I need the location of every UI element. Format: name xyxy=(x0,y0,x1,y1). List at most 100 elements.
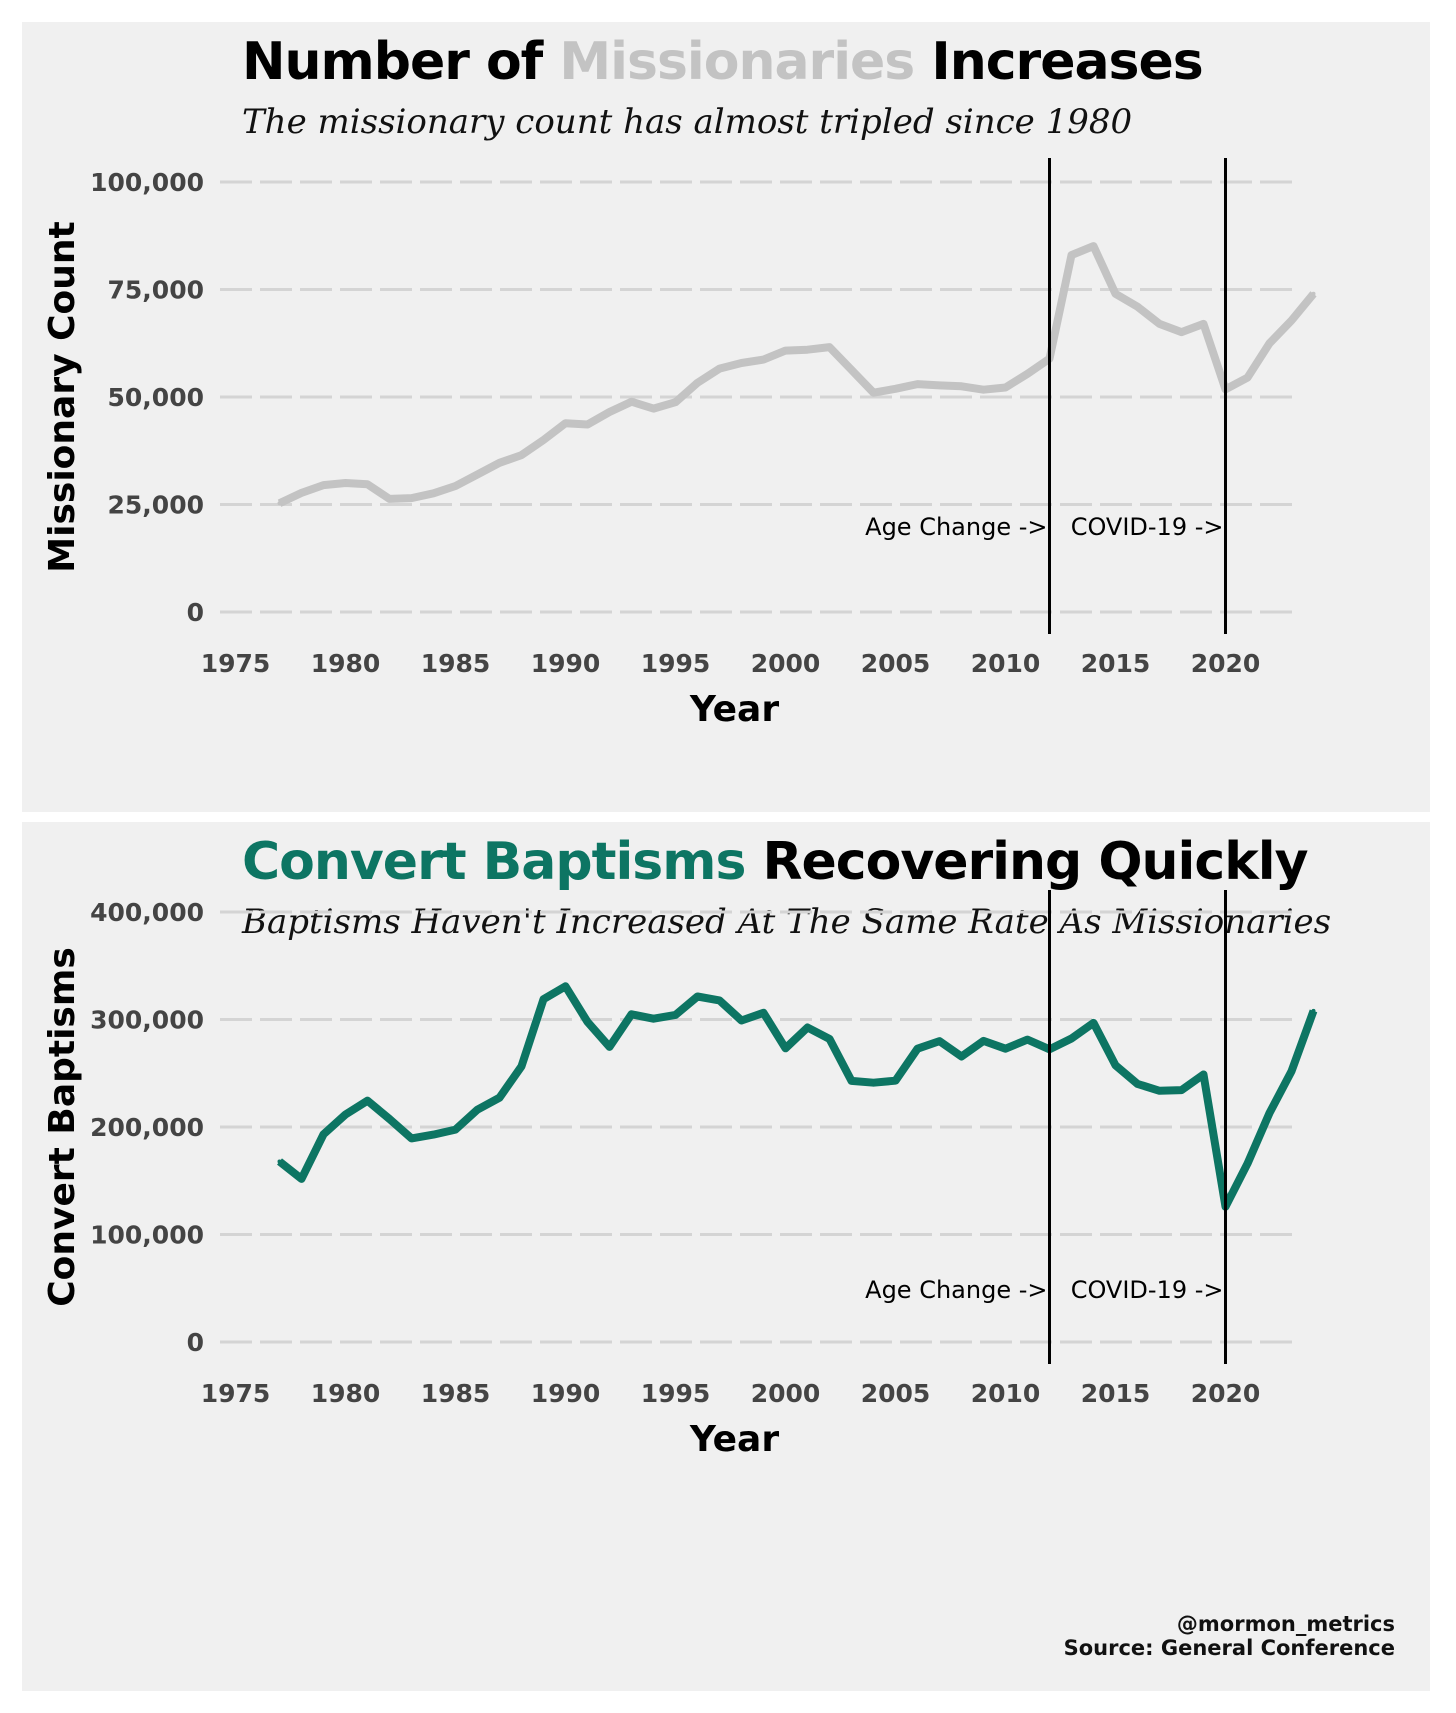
data-point xyxy=(695,994,700,999)
x-tick-label: 2015 xyxy=(1081,1379,1151,1408)
data-point xyxy=(519,1064,524,1069)
data-point xyxy=(343,481,348,485)
x-tick-label: 1995 xyxy=(641,1379,711,1408)
data-point xyxy=(629,399,634,404)
x-tick-label: 1990 xyxy=(531,649,601,678)
title-prefix: Number of xyxy=(242,32,560,92)
data-point xyxy=(1179,330,1184,335)
data-point xyxy=(761,357,766,362)
x-tick-label: 2000 xyxy=(751,1379,821,1408)
data-point xyxy=(783,348,788,353)
data-point xyxy=(607,410,612,415)
x-tick-label: 1985 xyxy=(421,1379,491,1408)
data-point xyxy=(1267,341,1272,346)
x-tick-label: 1980 xyxy=(311,1379,381,1408)
data-point xyxy=(959,1054,964,1059)
data-point xyxy=(717,998,722,1003)
data-point xyxy=(739,1018,744,1023)
data-point xyxy=(321,483,326,488)
data-point xyxy=(1245,1161,1250,1166)
data-point xyxy=(1289,1069,1294,1074)
data-point xyxy=(365,482,370,487)
annotation-label: COVID-19 -> xyxy=(1071,513,1224,541)
x-axis-title: Year xyxy=(689,1419,779,1460)
data-point xyxy=(1135,304,1140,309)
y-tick-label: 25,000 xyxy=(108,491,204,520)
data-point xyxy=(717,366,722,371)
baptism-line-chart: 0 100,000 200,000 300,000 400,000 1975 1980 198… xyxy=(42,890,1318,1460)
data-point xyxy=(673,400,678,405)
annotation-label: Age Change -> xyxy=(865,1276,1047,1304)
y-tick-label: 50,000 xyxy=(108,383,204,412)
x-tick-label: 2020 xyxy=(1191,649,1261,678)
data-point xyxy=(431,1132,436,1137)
data-point xyxy=(849,1078,854,1083)
data-point xyxy=(849,367,854,372)
data-point xyxy=(629,1012,634,1017)
x-tick-label: 2010 xyxy=(971,1379,1041,1408)
title-suffix: Increases xyxy=(914,32,1203,92)
data-point xyxy=(541,997,546,1002)
data-point xyxy=(1003,1046,1008,1051)
title-suffix: Recovering Quickly xyxy=(745,832,1308,892)
data-point xyxy=(871,390,876,395)
caption-handle: @mormon_metrics xyxy=(1176,1612,1395,1636)
data-point xyxy=(387,1117,392,1122)
data-point xyxy=(893,386,898,391)
x-tick-label: 1975 xyxy=(201,649,271,678)
x-tick-label: 2000 xyxy=(751,649,821,678)
data-point xyxy=(651,1016,656,1021)
y-axis-title: Missionary Count xyxy=(42,221,83,572)
data-point xyxy=(1157,1088,1162,1093)
data-point xyxy=(981,1038,986,1043)
missionary-chart-title: Number of Missionaries Increases xyxy=(242,32,1204,92)
data-point xyxy=(739,361,744,366)
data-point xyxy=(1135,1081,1140,1086)
series-line xyxy=(277,242,1317,507)
data-point xyxy=(1025,371,1030,376)
x-tick-label: 1980 xyxy=(311,649,381,678)
data-point xyxy=(1289,318,1294,323)
data-point xyxy=(1003,385,1008,390)
data-point xyxy=(1201,321,1206,326)
data-point xyxy=(475,472,480,477)
data-point xyxy=(321,1132,326,1137)
data-point xyxy=(541,438,546,442)
title-highlight: Missionaries xyxy=(559,32,915,92)
title-highlight: Convert Baptisms xyxy=(242,832,746,892)
data-point xyxy=(563,421,568,426)
data-point xyxy=(761,1010,766,1015)
baptism-panel: Convert Baptisms Recovering Quickly Bapt… xyxy=(22,822,1430,1691)
baptism-chart-subtitle: Baptisms Haven't Increased At The Same R… xyxy=(242,902,1332,942)
data-point xyxy=(783,1046,788,1051)
series-line xyxy=(277,982,1318,1211)
caption-source: Source: General Conference xyxy=(1063,1636,1395,1660)
data-point xyxy=(365,1098,370,1103)
data-point xyxy=(563,984,568,989)
x-tick-label: 2005 xyxy=(861,1379,931,1408)
data-point xyxy=(695,380,700,385)
x-tick-label: 1995 xyxy=(641,649,711,678)
x-tick-label: 2005 xyxy=(861,649,931,678)
data-point xyxy=(805,1025,810,1030)
y-tick-label: 100,000 xyxy=(90,168,204,197)
data-point xyxy=(277,501,282,506)
missionary-panel: Number of Missionaries Increases The mis… xyxy=(22,22,1430,812)
data-point xyxy=(827,345,832,350)
x-tick-label: 2020 xyxy=(1191,1379,1261,1408)
caption: @mormon_metrics Source: General Conferen… xyxy=(1064,1612,1395,1660)
y-tick-label: 400,000 xyxy=(90,898,204,927)
data-point xyxy=(805,347,810,352)
data-point xyxy=(277,1159,282,1164)
data-point xyxy=(1201,1072,1206,1077)
data-point xyxy=(1267,1111,1272,1116)
data-point xyxy=(1157,321,1162,326)
data-point xyxy=(1311,1008,1316,1013)
data-point xyxy=(1091,1020,1096,1025)
y-tick-label: 300,000 xyxy=(90,1006,204,1035)
data-point xyxy=(937,1039,942,1044)
data-point xyxy=(915,382,920,387)
y-tick-label: 75,000 xyxy=(108,276,204,305)
data-point xyxy=(497,460,502,465)
data-point xyxy=(651,406,656,411)
